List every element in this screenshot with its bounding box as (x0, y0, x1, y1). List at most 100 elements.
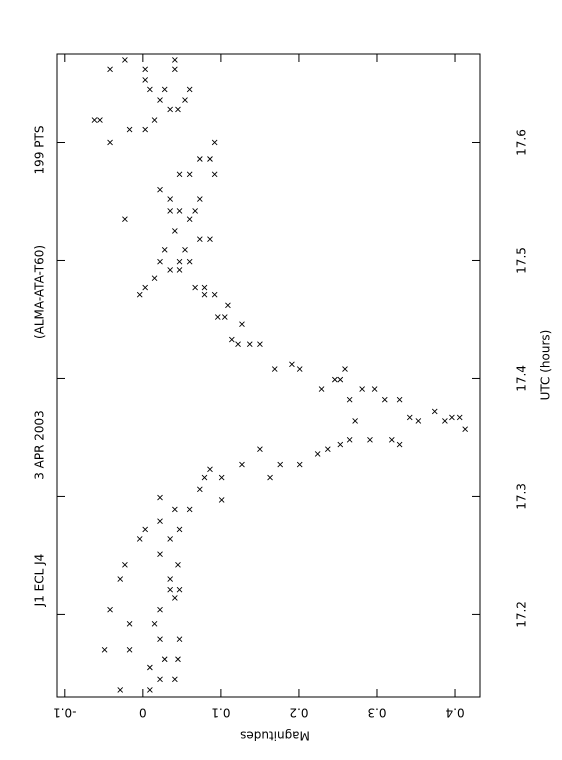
y-tick-label: 0.2 (289, 706, 308, 720)
data-point (342, 366, 348, 372)
data-point (211, 291, 218, 298)
data-point (314, 451, 321, 457)
data-point (147, 664, 153, 671)
data-point (186, 506, 193, 513)
data-point (157, 606, 163, 613)
data-point (257, 341, 263, 348)
data-point (192, 284, 198, 291)
data-point (257, 446, 263, 453)
data-point (122, 216, 128, 222)
data-point (157, 518, 163, 525)
data-point (207, 466, 213, 473)
data-point (449, 414, 455, 421)
data-point (324, 446, 331, 453)
data-point (214, 314, 221, 320)
data-point (431, 408, 438, 415)
data-point (175, 106, 181, 113)
data-point (197, 486, 203, 493)
data-point (346, 396, 353, 403)
data-point (136, 291, 143, 298)
data-point (367, 436, 373, 443)
data-point (107, 606, 113, 613)
data-point (126, 126, 133, 133)
data-point (396, 441, 403, 448)
data-point (277, 461, 284, 468)
x-tick-label: 17.3 (515, 483, 529, 510)
data-point (246, 341, 253, 348)
data-point (151, 275, 158, 281)
data-point (97, 117, 103, 123)
data-point (207, 236, 213, 243)
data-point (172, 506, 178, 513)
data-point (142, 66, 149, 73)
data-point (211, 139, 218, 146)
data-point (176, 208, 183, 214)
data-point (176, 258, 183, 265)
data-point (186, 216, 193, 222)
data-point (167, 196, 173, 202)
data-point (462, 426, 468, 433)
x-tick-label: 17.6 (515, 129, 529, 156)
data-point (218, 474, 225, 481)
data-point (172, 676, 178, 683)
data-point (337, 376, 344, 383)
data-point (271, 366, 278, 372)
data-point (147, 86, 153, 93)
data-point (182, 247, 188, 253)
data-point (161, 86, 168, 93)
data-point (332, 376, 338, 383)
data-point (182, 97, 188, 103)
plot-frame (56, 53, 481, 698)
data-point (186, 258, 193, 265)
y-tick-label: 0.1 (211, 706, 230, 720)
data-point (101, 646, 108, 653)
y-axis-label: Magnitudes (240, 729, 310, 743)
data-point (122, 562, 128, 568)
data-point (218, 497, 225, 503)
data-point (229, 336, 235, 343)
data-point (167, 106, 173, 113)
data-point (175, 656, 181, 663)
data-point (147, 687, 153, 693)
x-axis-label: UTC (hours) (539, 330, 553, 401)
chart-date: 3 APR 2003 (33, 410, 47, 480)
data-point (151, 117, 158, 123)
data-point (239, 321, 245, 327)
data-point (172, 595, 178, 601)
y-tick-label: 0 (139, 706, 147, 720)
data-point (126, 646, 133, 653)
data-point (192, 208, 198, 214)
data-point (201, 291, 208, 298)
data-point (157, 551, 163, 558)
data-point (172, 57, 178, 63)
data-point (167, 267, 173, 273)
chart-site: (ALMA-ATA-T60) (33, 245, 47, 339)
data-point (235, 341, 241, 348)
y-tick-label: 0.3 (367, 706, 386, 720)
data-point (239, 461, 245, 468)
data-point (167, 586, 173, 593)
data-point (136, 536, 143, 542)
data-point (296, 366, 303, 372)
y-tick-label: -0.1 (53, 706, 76, 720)
data-point (176, 586, 183, 593)
data-point (157, 258, 163, 265)
x-tick-label: 17.2 (515, 601, 529, 628)
data-point (186, 171, 193, 178)
data-point (197, 236, 203, 243)
data-point (396, 396, 403, 403)
data-point (186, 86, 193, 93)
data-point (318, 386, 325, 392)
data-point (157, 636, 163, 643)
data-point (172, 228, 178, 234)
data-point (91, 117, 98, 123)
data-point (157, 186, 163, 193)
chart-title: J1 ECL J4 (33, 554, 47, 608)
data-point (161, 656, 168, 663)
data-point (157, 494, 163, 501)
data-point (172, 66, 178, 73)
data-point (381, 396, 388, 403)
data-point (221, 314, 228, 320)
data-point (406, 414, 413, 421)
